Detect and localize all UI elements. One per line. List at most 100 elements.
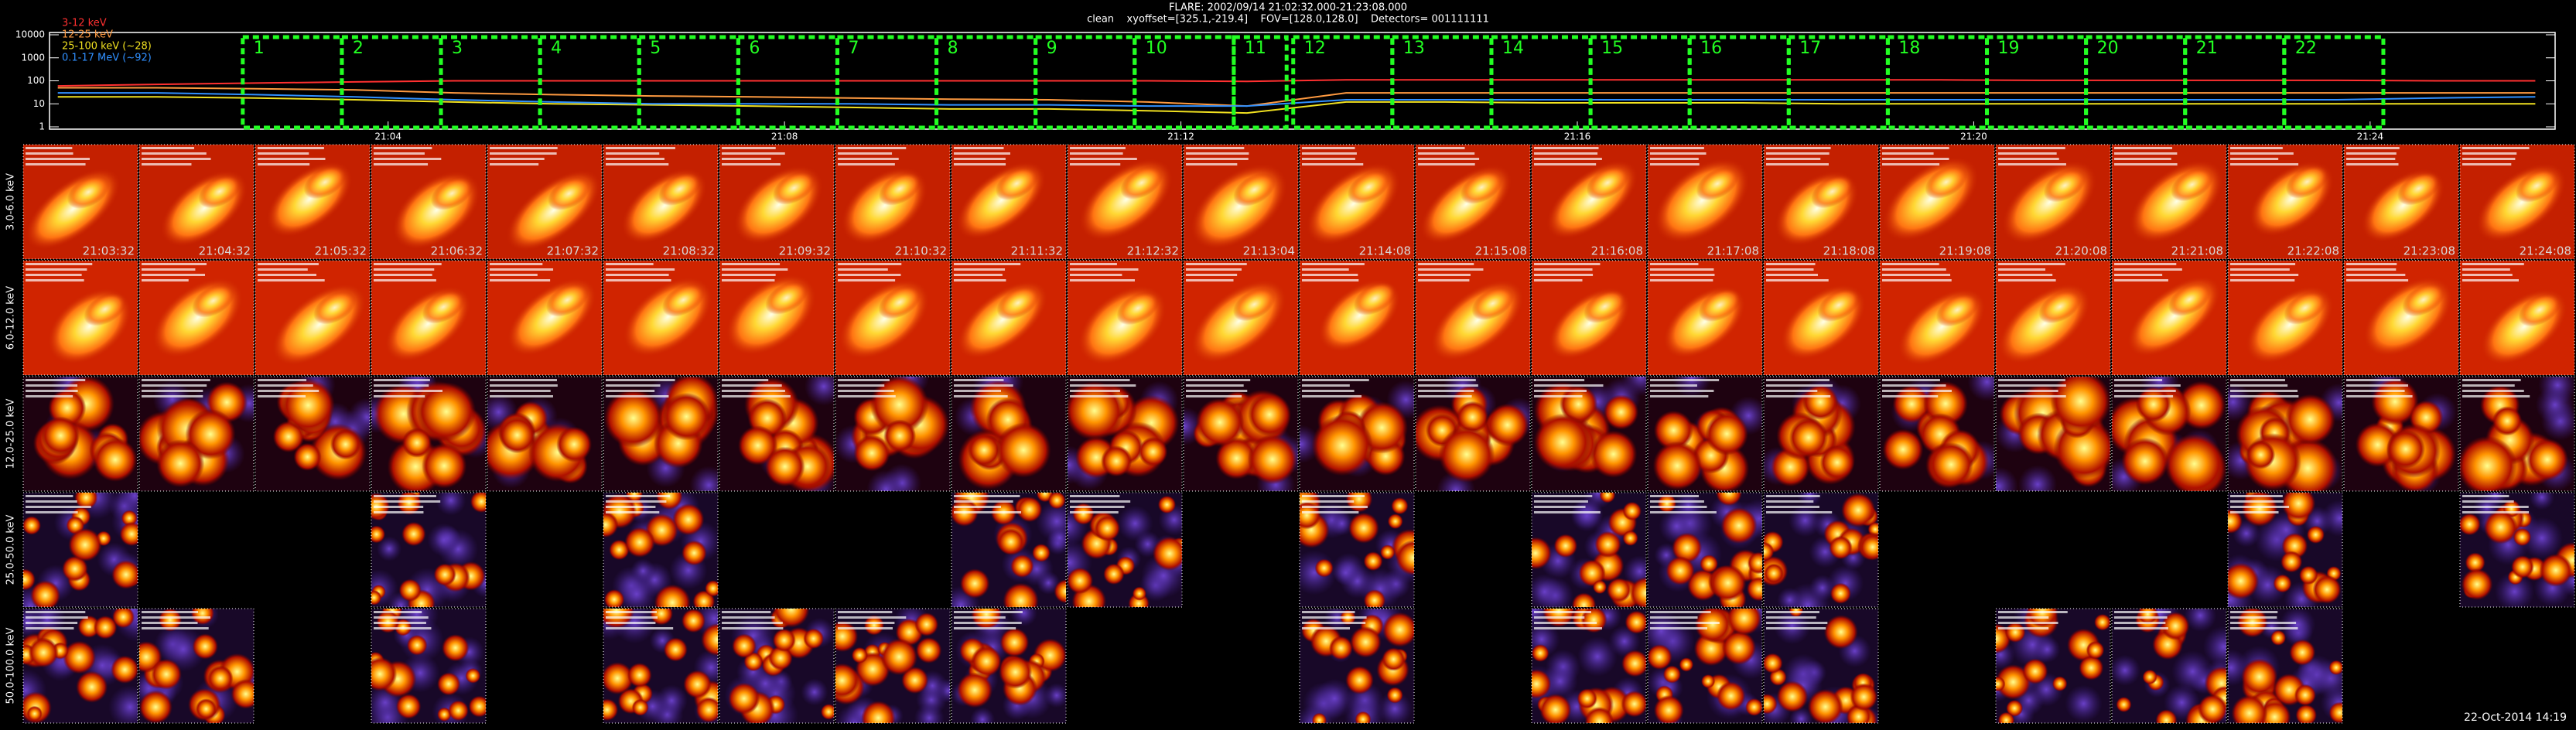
emission-source <box>1882 428 1924 470</box>
emission-source <box>1625 610 1646 634</box>
emission-source <box>156 439 205 488</box>
emission-source <box>728 682 760 715</box>
emission-source <box>437 672 461 696</box>
image-header-text <box>374 158 442 160</box>
flare-image <box>1184 261 1298 375</box>
image-header-text <box>1882 384 1946 387</box>
image-header-text <box>374 152 425 155</box>
energy-row-label: 6.0-12.0 keV <box>5 286 17 350</box>
image-header-text <box>490 390 551 392</box>
flare-image <box>719 145 834 259</box>
emission-source <box>1248 392 1292 437</box>
emission-source <box>111 560 138 589</box>
flare-image <box>835 145 950 259</box>
image-header-text <box>1186 395 1242 397</box>
flare-image <box>951 609 1066 723</box>
noise <box>1789 503 1822 537</box>
flare-image <box>2344 145 2458 259</box>
noise <box>1333 560 1358 585</box>
image-header-text <box>1766 268 1814 271</box>
flare-image <box>1764 145 1878 259</box>
legend-entry: 0.1-17 MeV (~92) <box>62 53 152 64</box>
image-header-text <box>1882 379 1940 381</box>
image-header-text <box>374 274 432 276</box>
image-header-text <box>1186 152 1249 155</box>
image-header-text <box>2230 274 2299 276</box>
interval-label: 17 <box>1799 39 1821 58</box>
image-header-text <box>374 500 441 503</box>
emission-source <box>2043 169 2086 203</box>
emission-source <box>1054 579 1066 604</box>
emission-source <box>371 657 398 691</box>
image-header-text <box>1766 379 1830 381</box>
emission-source <box>1010 554 1034 578</box>
flare-params: clean xyoffset=[325.1,-219.4] FOV=[128.0… <box>1087 14 1489 26</box>
flare-image <box>23 493 138 607</box>
noise <box>1967 377 1994 401</box>
emission-source <box>768 646 793 670</box>
emission-source <box>1586 165 1629 200</box>
image-header-text <box>1650 384 1697 387</box>
image-header-text <box>1766 279 1829 281</box>
image-header-text <box>26 147 73 149</box>
image-header-text <box>606 395 669 397</box>
emission-source <box>2052 676 2068 691</box>
interval-label: 6 <box>749 39 760 58</box>
x-tick-label: 21:20 <box>1960 131 1987 142</box>
image-header-text <box>1766 506 1819 508</box>
image-header-text <box>374 611 422 613</box>
interval-label: 14 <box>1502 39 1524 58</box>
image-header-text <box>1998 147 2065 149</box>
flare-image <box>23 377 138 491</box>
image-header-text <box>2114 158 2171 160</box>
flare-image <box>835 377 950 491</box>
emission-source <box>603 511 619 538</box>
image-header-text <box>490 152 557 155</box>
image-header-text <box>722 268 788 271</box>
image-header-text <box>1534 627 1602 629</box>
image-header-text <box>606 622 656 624</box>
emission-source <box>1532 644 1549 662</box>
image-header-text <box>722 611 771 613</box>
flare-image <box>1648 145 1762 259</box>
image-header-text <box>2346 158 2396 160</box>
emission-source <box>139 690 173 723</box>
image-header-text <box>258 279 325 281</box>
emission-source <box>1363 589 1386 607</box>
image-header-text <box>606 263 654 265</box>
image-header-text <box>1766 274 1818 276</box>
image-header-text <box>954 611 1023 613</box>
noise <box>1047 526 1066 550</box>
image-header-text <box>838 622 895 624</box>
flare-image <box>2112 377 2226 491</box>
image-header-text <box>1998 384 2066 387</box>
noise <box>1996 466 2018 491</box>
image-header-text <box>838 395 896 397</box>
emission-source <box>1829 535 1853 560</box>
emission-source <box>1485 403 1529 447</box>
emission-source <box>1347 170 1390 204</box>
image-header-text <box>258 152 309 155</box>
image-time: 21:11:32 <box>1011 244 1063 258</box>
flare-image <box>951 145 1066 259</box>
image-header-text <box>606 616 658 619</box>
emission-source <box>732 633 757 659</box>
image-header-text <box>2230 622 2297 624</box>
image-header-text <box>2462 506 2529 508</box>
emission-source <box>151 659 182 690</box>
emission-source <box>1764 653 1783 674</box>
image-header-text <box>1534 622 1597 624</box>
noise <box>2184 609 2217 632</box>
interval-label: 5 <box>650 39 661 58</box>
image-header-text <box>606 627 674 629</box>
image-header-text <box>142 390 203 392</box>
noise <box>2279 609 2316 643</box>
image-header-text <box>1070 495 1120 497</box>
emission-source <box>63 640 96 674</box>
emission-source <box>1592 579 1607 595</box>
energy-row-label: 25.0-50.0 keV <box>5 515 17 585</box>
image-header-text <box>2114 616 2168 619</box>
image-header-text <box>2462 263 2524 265</box>
image-header-text <box>954 511 1022 513</box>
interval-label: 3 <box>452 39 463 58</box>
